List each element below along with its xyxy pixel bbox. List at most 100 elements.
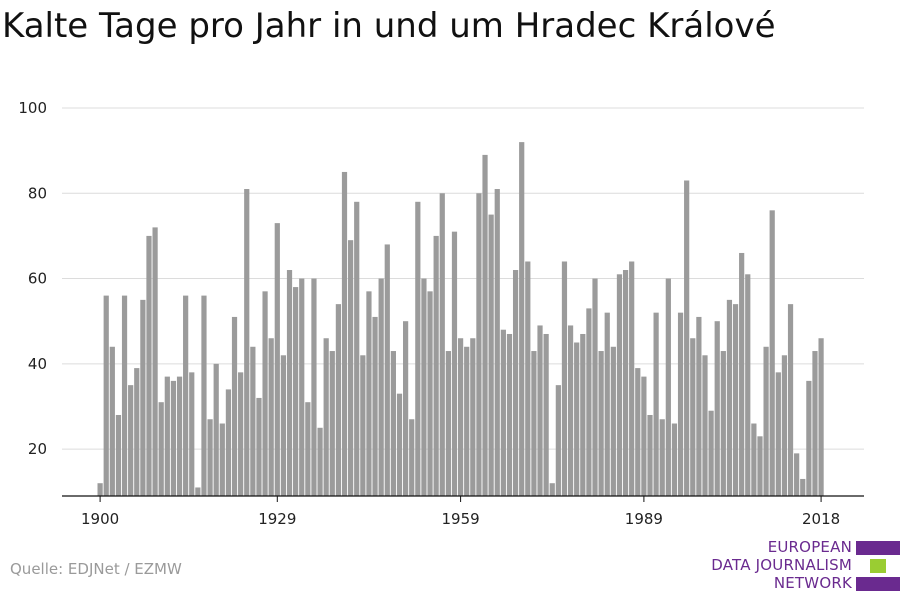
bar (769, 210, 775, 497)
bar (671, 423, 678, 496)
axes: 20 40 60 80 100 1900 1929 1959 1989 2018 (18, 99, 864, 528)
bar (323, 338, 329, 496)
bar (146, 235, 152, 496)
bar (372, 316, 378, 496)
bar (745, 274, 751, 496)
bar (415, 201, 421, 497)
bar (121, 295, 128, 496)
x-tick-label: 1989 (625, 510, 663, 528)
bar (543, 333, 549, 496)
bar (152, 227, 158, 496)
bar (457, 338, 464, 496)
bar (201, 295, 207, 496)
bar (97, 483, 103, 496)
bar (360, 355, 366, 496)
bar (519, 142, 525, 496)
bar (781, 355, 788, 496)
bar (653, 312, 659, 496)
bar (384, 244, 390, 496)
bar (616, 274, 623, 496)
bar (537, 325, 543, 496)
bar (103, 295, 109, 496)
bar (635, 368, 641, 496)
bar (403, 321, 409, 496)
bar (348, 240, 354, 496)
x-tick-label: 2018 (802, 510, 840, 528)
chart-title: Kalte Tage pro Jahr in und um Hradec Krá… (2, 6, 776, 46)
bar (409, 419, 415, 496)
bar (470, 338, 476, 496)
bar (684, 180, 690, 496)
bar (702, 355, 708, 496)
bar (574, 342, 580, 496)
logo-bar-bottom (856, 577, 900, 591)
bar (604, 312, 610, 496)
bar (567, 325, 574, 496)
bar (421, 278, 427, 496)
x-tick-label: 1900 (81, 510, 119, 528)
bar (329, 351, 335, 496)
bar (512, 270, 519, 496)
bar (714, 321, 720, 496)
y-tick-label: 60 (28, 270, 47, 288)
bar (549, 483, 555, 496)
bar (586, 308, 592, 496)
x-tick-label: 1959 (442, 510, 480, 528)
bar (225, 389, 232, 496)
bar (806, 380, 812, 496)
logo-bar-top (856, 541, 900, 555)
bar (274, 223, 280, 496)
bar (708, 410, 714, 496)
bar (739, 252, 745, 496)
bar (195, 487, 201, 496)
bar (757, 436, 763, 496)
bar (176, 376, 183, 496)
bar (134, 368, 140, 496)
bar (396, 393, 403, 496)
bar (250, 346, 256, 496)
bar (280, 355, 287, 496)
logo-text: EUROPEAN DATA JOURNALISM NETWORK (711, 538, 852, 592)
bar (525, 261, 531, 496)
bar (286, 270, 293, 496)
bar (231, 316, 238, 496)
bar (445, 351, 451, 496)
y-tick-label: 40 (28, 355, 47, 373)
bar (293, 287, 299, 496)
bar (311, 278, 317, 496)
bar (140, 299, 146, 496)
bar (464, 346, 470, 496)
bar (213, 363, 219, 496)
bar (610, 346, 616, 496)
bar (207, 419, 213, 496)
logo-line-1: EUROPEAN (767, 538, 852, 556)
bar (128, 385, 134, 496)
bar (158, 402, 164, 496)
bar (580, 333, 586, 496)
bar (366, 291, 372, 496)
bar (775, 372, 781, 496)
bar (690, 338, 696, 496)
bar (482, 154, 488, 496)
bar (164, 376, 170, 496)
y-tick-label: 20 (28, 440, 47, 458)
bar (787, 304, 794, 496)
x-tick-label: 1929 (258, 510, 296, 528)
bar (170, 380, 177, 496)
source-note: Quelle: EDJNet / EZMW (10, 560, 182, 578)
bar (256, 397, 262, 496)
y-tick-label: 80 (28, 184, 47, 202)
bar (622, 270, 629, 496)
bar (794, 453, 800, 496)
bars (97, 142, 824, 497)
bar (390, 351, 396, 496)
y-tick-label: 100 (18, 99, 47, 117)
bar (378, 278, 384, 496)
bar (335, 304, 341, 496)
bar (268, 338, 274, 496)
bar (494, 189, 500, 496)
bar (555, 385, 561, 496)
bar (183, 295, 189, 496)
bar (476, 193, 482, 496)
